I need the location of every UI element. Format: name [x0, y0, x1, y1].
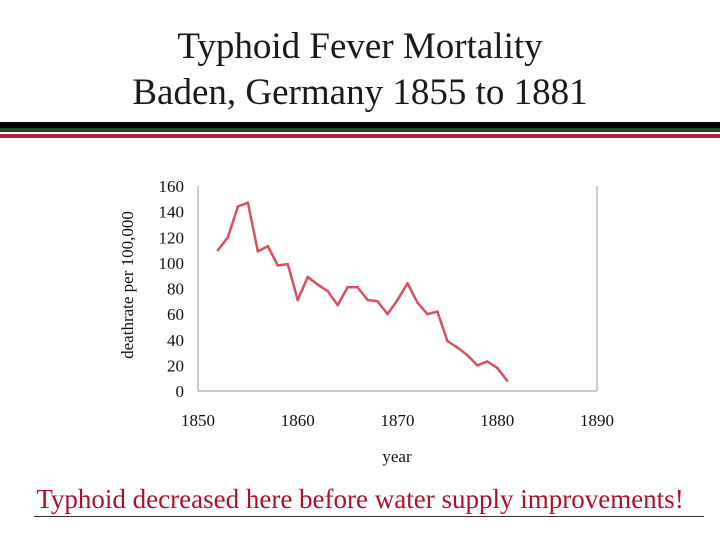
data-point — [376, 300, 379, 303]
y-tick-label: 100 — [159, 254, 185, 273]
caption-underline — [34, 516, 704, 517]
data-point — [356, 285, 359, 289]
x-tick-label: 1880 — [480, 411, 514, 430]
y-tick-label: 160 — [159, 177, 185, 196]
data-point — [406, 282, 409, 285]
data-point — [326, 289, 329, 293]
y-tick-label: 60 — [167, 305, 184, 324]
data-point — [426, 312, 429, 316]
data-point — [495, 366, 499, 370]
data-point — [216, 248, 220, 252]
slide-title: Typhoid Fever Mortality Baden, Germany 1… — [0, 24, 720, 116]
y-tick-label: 0 — [176, 382, 185, 401]
data-point — [266, 244, 270, 248]
y-axis-label: deathrate per 100,000 — [118, 211, 137, 359]
data-point — [485, 360, 489, 363]
data-point — [366, 298, 369, 302]
title-line-2: Baden, Germany 1855 to 1881 — [132, 72, 588, 113]
series-line — [216, 201, 509, 382]
data-point — [336, 303, 339, 307]
divider-red — [0, 134, 720, 138]
y-tick-label: 20 — [167, 356, 184, 375]
data-point — [505, 379, 509, 383]
data-point — [346, 285, 349, 289]
data-point — [316, 283, 320, 286]
data-point — [416, 301, 419, 304]
y-tick-label: 40 — [167, 331, 184, 350]
data-point — [296, 298, 300, 302]
x-tick-label: 1870 — [381, 411, 415, 430]
x-tick-label: 1890 — [580, 411, 614, 430]
y-tick-label: 140 — [159, 203, 185, 222]
data-point — [446, 339, 449, 343]
x-tick-label: 1860 — [281, 411, 315, 430]
caption: Typhoid decreased here before water supp… — [36, 484, 684, 514]
data-point — [306, 275, 310, 279]
data-point — [286, 262, 290, 266]
data-point — [456, 346, 459, 349]
y-tick-label: 80 — [167, 280, 184, 299]
divider-green — [0, 128, 720, 132]
data-point — [396, 298, 399, 302]
data-point — [226, 235, 230, 239]
y-tick-label: 120 — [159, 228, 185, 247]
divider-black — [0, 122, 720, 128]
data-point — [256, 250, 260, 253]
data-point — [386, 312, 389, 316]
data-point — [466, 353, 469, 357]
data-point — [276, 264, 280, 267]
data-point — [236, 205, 240, 208]
title-line-1: Typhoid Fever Mortality — [177, 26, 543, 67]
x-tick-label: 1850 — [181, 411, 215, 430]
x-axis-label: year — [382, 447, 412, 466]
data-point — [476, 364, 479, 367]
data-point — [246, 201, 250, 204]
data-point — [436, 310, 439, 313]
